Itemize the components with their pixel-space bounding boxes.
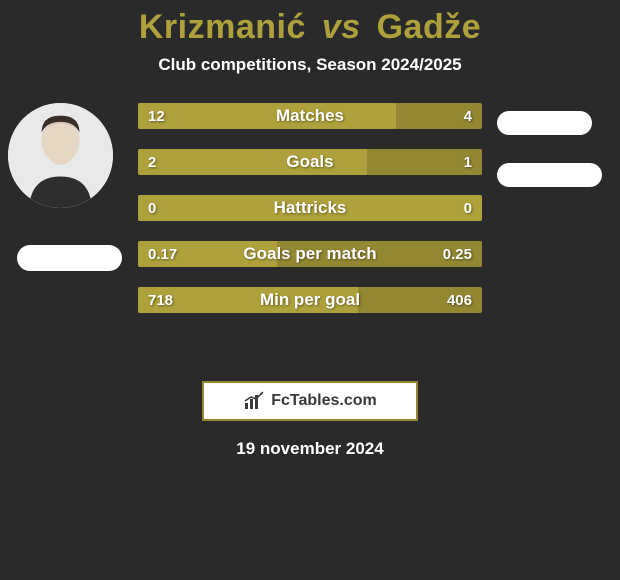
- title-player1: Krizmanić: [139, 8, 306, 46]
- stat-bar-left: [138, 241, 277, 267]
- stat-bar-left: [138, 103, 396, 129]
- stat-row: Goals per match0.170.25: [138, 241, 482, 267]
- comparison-infographic: Krizmanić vs Gadže Club competitions, Se…: [0, 0, 620, 580]
- stat-row: Min per goal718406: [138, 287, 482, 313]
- stat-row: Hattricks00: [138, 195, 482, 221]
- stat-bar-right: [396, 103, 482, 129]
- brand-badge[interactable]: FcTables.com: [202, 381, 418, 421]
- subtitle: Club competitions, Season 2024/2025: [0, 55, 620, 75]
- title-player2: Gadže: [377, 8, 482, 46]
- stat-bar-left: [138, 287, 358, 313]
- stat-bar-left: [138, 195, 482, 221]
- stat-bar-right: [367, 149, 482, 175]
- stat-bar-right: [358, 287, 482, 313]
- stat-row: Goals21: [138, 149, 482, 175]
- page-title: Krizmanić vs Gadže: [0, 8, 620, 47]
- stat-bar-right: [277, 241, 482, 267]
- stat-row: Matches124: [138, 103, 482, 129]
- bar-chart-icon: [243, 391, 267, 411]
- player1-name-pill: [17, 245, 122, 271]
- stat-bar-left: [138, 149, 367, 175]
- brand-text: FcTables.com: [271, 392, 377, 410]
- stat-bars: Matches124 Goals21 Hattricks00 Goals per ma…: [138, 103, 482, 313]
- comparison-stage: Matches124 Goals21 Hattricks00 Goals per ma…: [0, 103, 620, 363]
- player2-avatar-placeholder: [497, 111, 592, 135]
- player1-avatar: [8, 103, 113, 208]
- player2-name-pill: [497, 163, 602, 187]
- date-text: 19 november 2024: [0, 439, 620, 459]
- person-icon: [8, 103, 113, 208]
- title-vs: vs: [322, 8, 361, 46]
